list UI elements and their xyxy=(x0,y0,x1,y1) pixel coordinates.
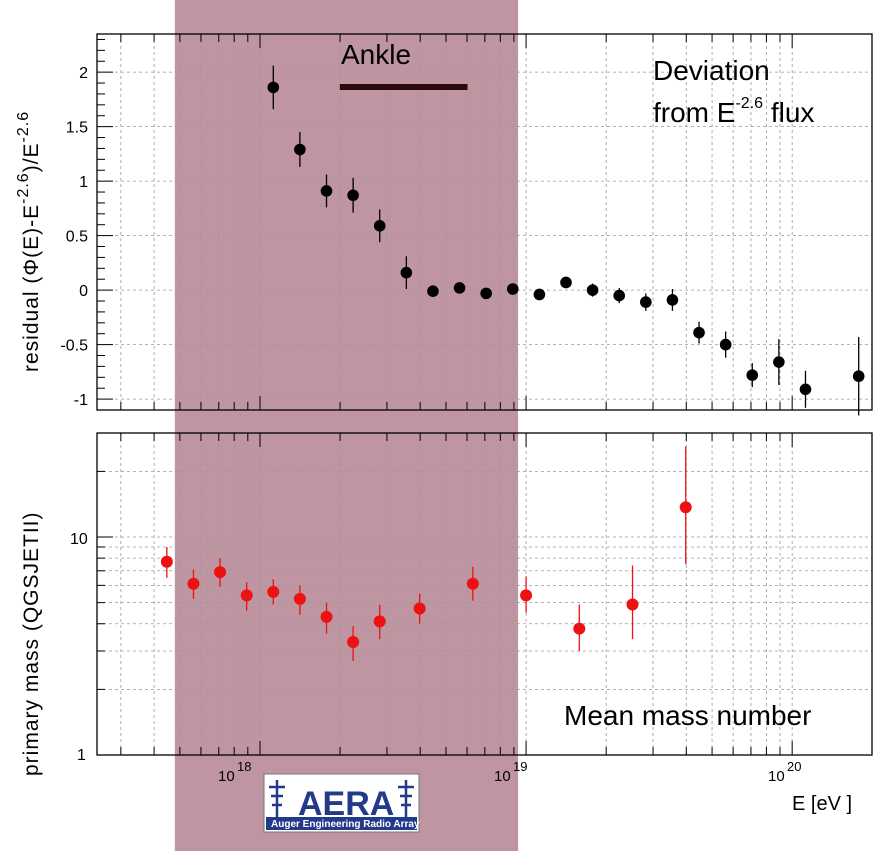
mass-point xyxy=(320,610,333,623)
mass-point xyxy=(626,598,639,611)
residual-point xyxy=(400,266,413,279)
top-y-axis-title: residual (Φ(E)-E-2.6)/E-2.6 xyxy=(15,111,43,372)
residual-point xyxy=(373,220,386,232)
top-y-tick-labels: -1 -0.5 0 0.5 1 1.5 2 xyxy=(60,65,88,409)
mass-point xyxy=(240,589,253,602)
deviation-label: Deviation xyxy=(653,55,770,86)
mass-series xyxy=(160,446,692,661)
top-y-tick-label: 0 xyxy=(79,283,88,300)
residual-point xyxy=(799,383,812,396)
deviation-flux: flux xyxy=(763,97,814,128)
residual-point xyxy=(666,294,679,306)
shaded-energy-band xyxy=(174,0,519,851)
ankle-label: Ankle xyxy=(341,39,411,70)
svg-text:19: 19 xyxy=(513,759,527,774)
deviation-label-line2: from E-2.6 flux xyxy=(653,95,814,128)
ylabel-part-a: residual (Φ(E)-E xyxy=(20,204,43,372)
svg-text:20: 20 xyxy=(787,759,801,774)
residual-series xyxy=(267,65,865,416)
residual-point xyxy=(320,185,333,197)
ylabel-exponent-1: -2.6 xyxy=(15,172,32,204)
residual-point xyxy=(560,276,572,289)
ylabel-exponent-2: -2.6 xyxy=(15,111,32,143)
residual-point xyxy=(746,369,759,381)
mean-mass-label: Mean mass number xyxy=(564,700,811,731)
deviation-from-e: from E xyxy=(653,97,735,128)
logo-subtitle: Auger Engineering Radio Array xyxy=(271,819,420,830)
ylabel-part-c: )/E xyxy=(20,142,43,172)
svg-text:10: 10 xyxy=(494,768,511,785)
residual-point xyxy=(294,143,306,156)
mass-point xyxy=(187,577,200,590)
mass-point xyxy=(520,589,533,602)
aera-logo: AERA Auger Engineering Radio Array xyxy=(263,773,420,833)
bottom-axis-ticks xyxy=(97,432,793,756)
mass-point xyxy=(679,501,692,514)
residual-point xyxy=(719,338,732,351)
mass-point xyxy=(267,585,280,598)
residual-point xyxy=(267,81,280,94)
x-tick-label-1e19: 10 19 xyxy=(494,759,527,785)
top-y-tick-label: -0.5 xyxy=(60,338,88,355)
top-y-tick-label: 1 xyxy=(79,174,88,191)
residual-point xyxy=(347,189,359,202)
residual-point xyxy=(453,282,466,294)
top-y-tick-label: -1 xyxy=(74,392,88,409)
x-tick-label-1e18: 10 18 xyxy=(218,759,251,785)
bottom-y-axis-title: primary mass (QGSJETII) xyxy=(20,511,43,776)
bottom-y-tick-1: 1 xyxy=(77,747,86,764)
mass-point xyxy=(413,602,426,615)
top-y-tick-label: 0.5 xyxy=(66,229,88,246)
top-y-tick-label: 1.5 xyxy=(66,120,88,137)
mass-point xyxy=(573,622,586,635)
x-tick-label-1e20: 10 20 xyxy=(768,759,801,785)
residual-point xyxy=(480,287,492,300)
top-y-tick-label: 2 xyxy=(79,65,88,82)
logo-title: AERA xyxy=(298,785,394,823)
mass-point xyxy=(214,566,227,579)
residual-point xyxy=(852,370,865,383)
svg-text:10: 10 xyxy=(768,768,785,785)
residual-point xyxy=(427,285,439,298)
mass-point xyxy=(160,555,173,568)
antenna-icon xyxy=(269,780,285,817)
top-panel-grid xyxy=(97,34,872,410)
antenna-icon-right xyxy=(398,780,414,817)
bottom-y-tick-10: 10 xyxy=(70,531,88,548)
residual-point xyxy=(640,296,652,308)
svg-text:18: 18 xyxy=(237,759,251,774)
residual-point xyxy=(693,326,705,339)
top-axis-ticks xyxy=(97,34,793,410)
mass-point xyxy=(293,592,306,605)
residual-point xyxy=(533,288,546,301)
svg-text:10: 10 xyxy=(218,768,235,785)
residual-point xyxy=(586,284,599,296)
deviation-exponent: -2.6 xyxy=(735,95,763,112)
residual-point xyxy=(506,283,519,295)
mass-point xyxy=(466,577,479,590)
residual-point xyxy=(613,289,626,302)
mass-point xyxy=(347,635,360,648)
mass-point xyxy=(373,615,386,628)
residual-point xyxy=(773,356,785,368)
x-axis-title: E [eV ] xyxy=(792,793,852,815)
